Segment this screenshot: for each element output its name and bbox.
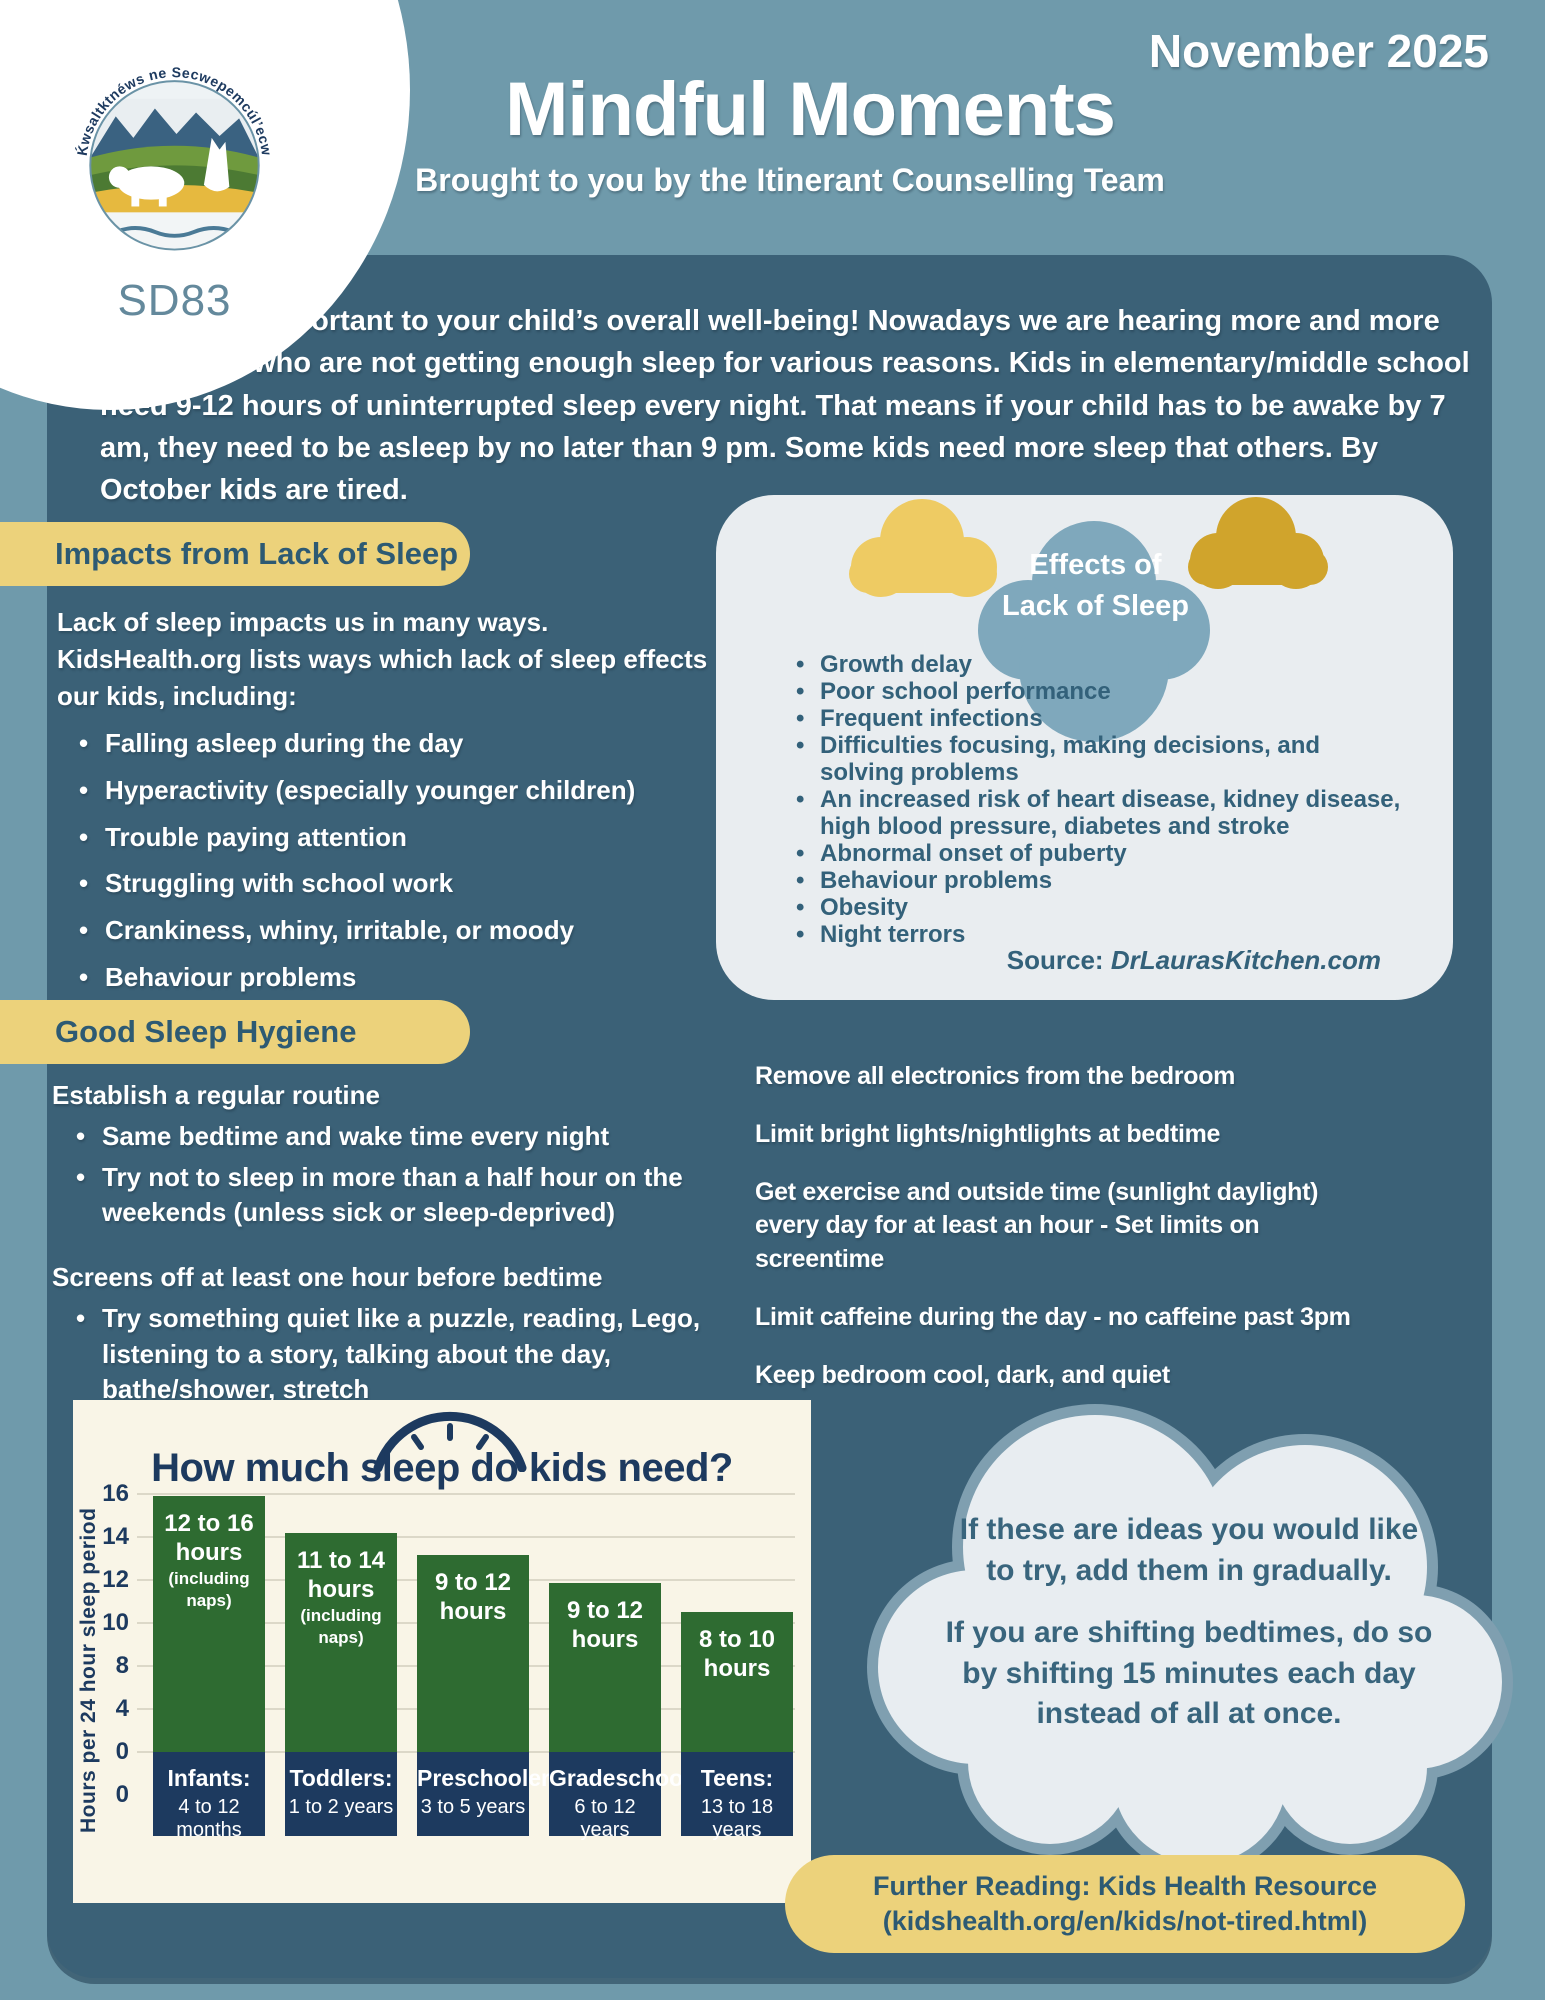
impacts-lead: Lack of sleep impacts us in many ways. K… [57,607,708,711]
bar-column-toddlers: 11 to 14 hours (including naps) Toddlers… [285,1400,397,1836]
category-block: Infants: 4 to 12 months [153,1752,265,1841]
advice-text: If these are ideas you would like to try… [945,1510,1433,1757]
list-item: Growth delay [778,651,1403,678]
category-block: Gradeschoolers 6 to 12 years [549,1752,724,1841]
section-heading-hygiene: Good Sleep Hygiene [0,1000,470,1064]
cloud-bubble-icon [867,1404,1513,1875]
y-tick-label: 12 [102,1566,129,1593]
bar: 12 to 16 hours (including naps) [153,1496,265,1752]
category-block: Preschoolers: 3 to 5 years [417,1752,570,1836]
page-title: Mindful Moments [505,67,1116,152]
y-tick-label: 0 [115,1738,129,1765]
sd83-logo: Ḱwsaltktnéws ne Secwepemcúl’ecw [74,65,274,251]
effects-list: Growth delay Poor school performance Fre… [778,651,1403,948]
bar-column-infants: 12 to 16 hours (including naps) Infants:… [153,1400,265,1841]
category-block: Toddlers: 1 to 2 years [285,1752,397,1836]
sleep-chart-panel: How much sleep do kids need? Hours per 2… [73,1400,811,1903]
impacts-bullet-list: Falling asleep during the day Hyperactiv… [57,725,722,996]
impacts-heading-label: Impacts from Lack of Sleep [55,536,459,571]
y-tick-label: 8 [115,1652,129,1679]
hygiene-tip: Get exercise and outside time (sunlight … [755,1177,1319,1274]
yellow-cloud-icon [849,499,997,597]
impacts-body: Lack of sleep impacts us in many ways. K… [57,604,722,1006]
further-reading-line1: Further Reading: Kids Health Resource [872,1870,1378,1901]
advice-cloud: If these are ideas you would like to try… [855,1382,1520,1877]
list-item: Falling asleep during the day [57,725,722,762]
list-item: Same bedtime and wake time every night [52,1119,722,1154]
list-item: Crankiness, whiny, irritable, or moody [57,912,722,949]
hygiene-heading-label: Good Sleep Hygiene [55,1014,357,1049]
list-item: Poor school performance [778,678,1403,705]
bar: 9 to 12 hours [549,1583,661,1752]
hygiene-subheading: Screens off at least one hour before bed… [52,1262,603,1293]
list-item: Hyperactivity (especially younger childr… [57,772,722,809]
list-item: Try not to sleep in more than a half hou… [52,1160,722,1230]
list-item: Abnormal onset of puberty [778,840,1403,867]
list-item: Frequent infections [778,705,1403,732]
list-item: Behaviour problems [778,867,1403,894]
chart-title: How much sleep do kids need? [151,1446,733,1490]
hygiene-tip: Limit caffeine during the day - no caffe… [755,1302,1351,1331]
bar-column-teens: 8 to 10 hours Teens: 13 to 18 years [681,1400,793,1841]
issue-date: November 2025 [1148,25,1489,77]
page-subtitle: Brought to you by the Itinerant Counsell… [415,162,1165,198]
further-reading-line2: (kidshealth.org/en/kids/not-tired.html) [882,1906,1368,1936]
effects-card: Effects of Lack of Sleep Growth delay Po… [716,495,1453,1000]
bar-column-gradeschoolers: 9 to 12 hours Gradeschoolers 6 to 12 yea… [549,1400,724,1841]
y-tick-label: 0 [115,1781,129,1808]
y-tick-label: 14 [102,1523,129,1550]
hygiene-tip: Limit bright lights/nightlights at bedti… [755,1119,1221,1148]
gridline [137,1493,795,1495]
y-tick-label: 16 [102,1480,129,1507]
bar: 8 to 10 hours [681,1612,793,1752]
source-credit: Source: DrLaurasKitchen.com [1006,945,1381,975]
y-tick-label: 10 [102,1609,129,1636]
list-item: An increased risk of heart disease, kidn… [778,786,1403,840]
hygiene-tip: Remove all electronics from the bedroom [755,1062,1236,1090]
category-block: Teens: 13 to 18 years [681,1752,793,1841]
list-item: Trouble paying attention [57,819,722,856]
hygiene-left-column: Establish a regular routine Same bedtime… [52,1078,722,1413]
logo-district-label: SD83 [117,276,232,325]
list-item: Try something quiet like a puzzle, readi… [52,1301,722,1406]
list-item: Night terrors [778,921,1403,948]
advice-paragraph: If these are ideas you would like to try… [959,1513,1419,1587]
gold-cloud-icon [1188,497,1328,589]
section-heading-impacts: Impacts from Lack of Sleep [0,522,470,586]
further-reading-banner: Further Reading: Kids Health Resource (k… [785,1855,1465,1953]
effects-cloud-title: Effects of Lack of Sleep [1002,549,1189,622]
hygiene-right-column: Remove all electronics from the bedroom … [755,1060,1375,1416]
gridline [137,1536,795,1538]
intro-paragraph: Sleep is so important to your child’s ov… [100,305,1470,507]
bar: 9 to 12 hours [417,1555,529,1752]
list-item: Difficulties focusing, making decisions,… [778,732,1403,786]
clock-icon [373,1411,527,1472]
bar-column-preschoolers: 9 to 12 hours Preschoolers: 3 to 5 years [417,1400,570,1836]
bar: 11 to 14 hours (including naps) [285,1533,397,1752]
y-tick-label: 4 [115,1695,129,1722]
advice-paragraph: If you are shifting bedtimes, do so by s… [945,1616,1433,1730]
hygiene-tip: Keep bedroom cool, dark, and quiet [755,1360,1170,1389]
list-item: Behaviour problems [57,959,722,996]
hygiene-subheading: Establish a regular routine [52,1080,380,1110]
list-item: Obesity [778,894,1403,921]
list-item: Struggling with school work [57,865,722,902]
